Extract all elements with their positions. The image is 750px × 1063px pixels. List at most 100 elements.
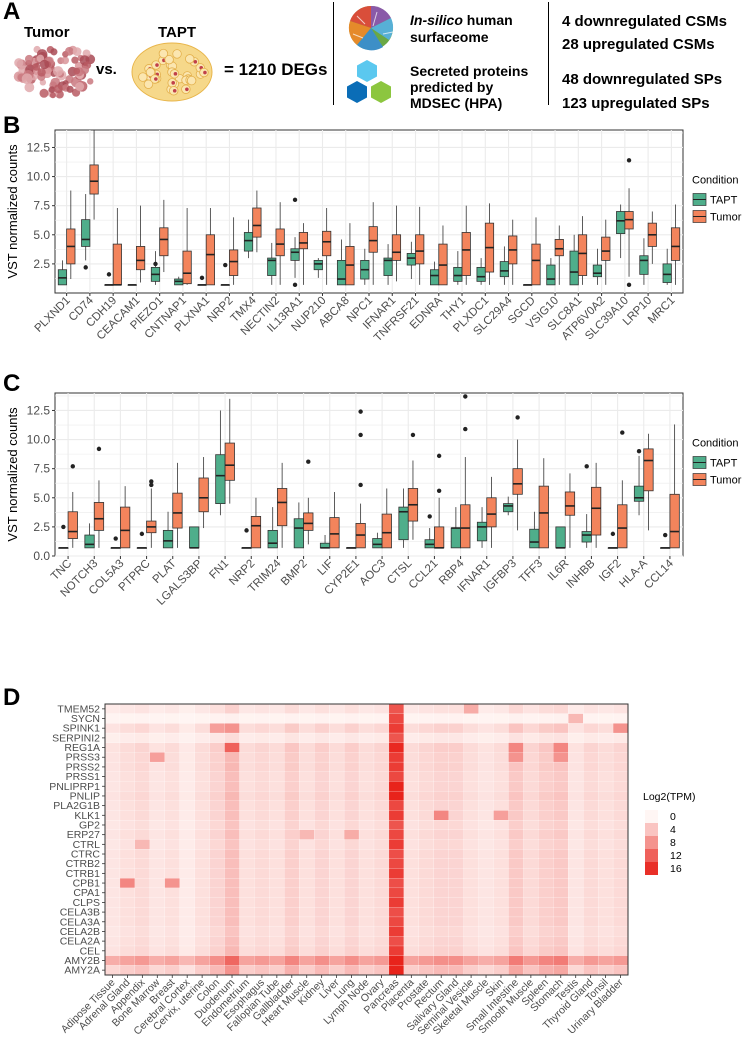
heatmap-cell <box>269 965 285 976</box>
heatmap-cell <box>508 713 524 724</box>
heatmap-cell <box>508 771 524 782</box>
heatmap-cell <box>597 955 614 966</box>
heatmap-cell <box>314 926 330 937</box>
heatmap-cell <box>478 887 494 898</box>
heatmap-cell <box>194 771 211 782</box>
heatmap-cell <box>269 781 285 792</box>
heatmap-cell <box>224 868 240 879</box>
heatmap-cell <box>433 732 450 744</box>
heatmap-cell <box>493 868 509 879</box>
heatmap-cell <box>478 955 494 966</box>
box <box>450 527 461 549</box>
heatmap-cell <box>597 790 614 802</box>
heatmap-cell <box>209 887 225 898</box>
heatmap-cell <box>194 955 211 966</box>
heatmap-cell <box>612 916 629 928</box>
y-tick-label: 10.0 <box>27 170 51 184</box>
heatmap-cell <box>149 887 166 898</box>
heatmap-cell <box>343 703 360 715</box>
heatmap-cell <box>209 742 225 753</box>
heatmap-cell <box>358 752 375 763</box>
heatmap-cell <box>119 936 136 947</box>
heatmap-cell <box>568 897 584 908</box>
tapt-cell-nucleus <box>185 87 189 92</box>
heatmap-cell <box>179 781 196 792</box>
heatmap-cell <box>403 771 420 782</box>
heatmap-cell <box>358 897 375 908</box>
heatmap-cell <box>388 703 405 715</box>
box <box>639 255 649 275</box>
heatmap-cell <box>254 926 270 937</box>
heatmap-cell <box>149 810 166 821</box>
heatmap-cell <box>254 868 270 879</box>
heatmap-cell <box>478 965 494 976</box>
heatmap-cell <box>478 761 494 773</box>
heatmap-cell <box>523 936 539 947</box>
tumor-cell <box>73 67 81 75</box>
tapt-tissue-illustration <box>131 42 213 102</box>
heatmap-cell <box>433 858 450 869</box>
heatmap-cell <box>478 752 494 763</box>
heatmap-cell <box>239 897 255 908</box>
heatmap-cell <box>194 781 211 792</box>
heatmap-cell <box>239 723 255 734</box>
heatmap-cell <box>358 858 375 869</box>
heatmap-cell <box>418 790 435 802</box>
heatmap-cell <box>583 936 599 947</box>
heatmap-cell <box>164 868 181 879</box>
heatmap-cell <box>523 820 539 831</box>
heatmap-cell <box>448 965 465 976</box>
heatmap-cell <box>239 703 255 715</box>
heatmap-cell <box>224 936 240 947</box>
heatmap-cell <box>448 761 465 773</box>
heatmap-cell <box>538 936 554 947</box>
heatmap-cell <box>568 703 584 715</box>
heatmap-cell <box>612 907 629 918</box>
heatmap-cell <box>388 955 405 966</box>
heatmap-cell <box>612 868 629 879</box>
heatmap-cell <box>418 820 435 831</box>
heatmap-cell <box>194 742 211 753</box>
box <box>267 257 277 276</box>
divider-1 <box>333 2 334 105</box>
heatmap-cell <box>508 742 524 753</box>
heatmap-cell <box>418 955 435 966</box>
heatmap-cell <box>164 781 181 792</box>
heatmap-cell <box>553 732 569 744</box>
heatmap-cell <box>299 887 315 898</box>
heatmap-cell <box>149 820 166 831</box>
heatmap-cell <box>358 781 375 792</box>
heatmap-cell <box>597 907 614 918</box>
heatmap-cell <box>388 849 405 860</box>
heatmap-cell <box>149 723 166 734</box>
heatmap-cell <box>508 878 524 889</box>
heatmap-cell <box>269 916 285 928</box>
heatmap-cell <box>493 810 509 821</box>
heatmap-cell <box>433 907 450 918</box>
outlier-point <box>306 459 311 464</box>
heatmap-cell <box>269 800 285 811</box>
heatmap-cell <box>104 810 121 821</box>
heatmap-cell <box>343 752 360 763</box>
outlier-point <box>292 197 298 203</box>
tapt-cell <box>185 54 195 64</box>
heatmap-cell <box>104 713 121 724</box>
heatmap-cell <box>568 907 584 918</box>
row-label: ERP27 <box>67 829 100 841</box>
heatmap-cell <box>493 955 509 966</box>
heatmap-cell <box>523 965 539 976</box>
tapt-cell-nucleus <box>154 77 158 81</box>
heatmap-cell <box>164 829 181 840</box>
heatmap-cell <box>612 781 629 792</box>
heatmap-cell <box>358 926 375 937</box>
heatmap-cell <box>433 945 450 957</box>
box <box>372 538 383 549</box>
heatmap-cell <box>119 732 136 744</box>
heatmap-cell <box>538 771 554 782</box>
heatmap-cell <box>194 945 211 957</box>
heatmap-cell <box>343 849 360 860</box>
heatmap-cell <box>448 732 465 744</box>
heatmap-cell <box>314 897 330 908</box>
row-label: AMY2B <box>64 955 100 967</box>
heatmap-cell <box>553 878 569 889</box>
